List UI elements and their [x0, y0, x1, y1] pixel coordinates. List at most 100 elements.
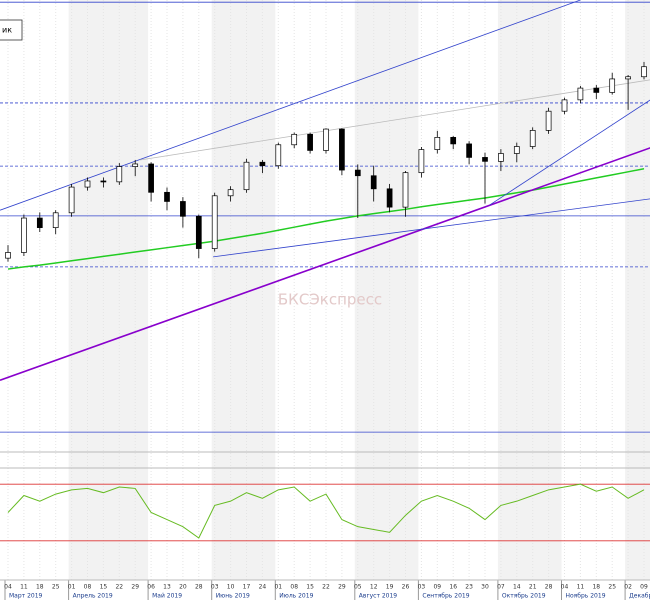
- month-label: Апрель 2019: [73, 593, 113, 600]
- candle-body: [164, 191, 170, 202]
- month-band: [354, 0, 419, 580]
- trendline: [489, 99, 650, 206]
- candle-body: [211, 195, 218, 249]
- x-tick-label: 20: [179, 584, 187, 591]
- x-tick-label: 09: [433, 584, 441, 591]
- candle-body: [84, 180, 91, 188]
- candle-body: [291, 133, 298, 146]
- x-tick-label: 22: [115, 584, 123, 591]
- candle-body: [21, 217, 27, 253]
- candle-body: [275, 144, 282, 167]
- month-label: Июнь 2019: [216, 593, 250, 600]
- x-tick-label: 06: [147, 584, 155, 591]
- moving-average: [7, 168, 645, 270]
- x-tick-label: 28: [545, 584, 553, 591]
- candle-body: [307, 133, 313, 151]
- month-band: [211, 0, 276, 580]
- candle-body: [529, 130, 536, 147]
- x-tick-label: 30: [481, 584, 489, 591]
- month-label: Октябрь 2019: [502, 593, 546, 600]
- x-tick-label: 13: [163, 584, 171, 591]
- x-tick-label: 22: [322, 584, 330, 591]
- x-tick-label: 14: [513, 584, 521, 591]
- x-tick-label: 15: [306, 584, 314, 591]
- x-tick-label: 15: [100, 584, 108, 591]
- candle-body: [625, 76, 631, 80]
- month-label: Ноябрь 2019: [566, 593, 606, 600]
- x-tick-label: 24: [259, 584, 267, 591]
- candle-body: [354, 169, 361, 177]
- x-tick-label: 03: [211, 584, 219, 591]
- candle-body: [482, 157, 488, 162]
- month-band: [497, 0, 562, 580]
- x-tick-label: 19: [386, 584, 394, 591]
- candle-body: [402, 172, 409, 208]
- candle-body: [609, 78, 616, 93]
- candle-body: [116, 166, 123, 183]
- candle-body: [641, 66, 647, 78]
- oscillator-line: [7, 483, 645, 539]
- trendline: [0, 0, 581, 211]
- x-tick-label: 29: [338, 584, 346, 591]
- candle-body: [593, 87, 600, 93]
- trendline: [213, 198, 650, 258]
- candle-body: [68, 186, 75, 214]
- x-tick-label: 16: [449, 584, 457, 591]
- x-tick-label: 08: [84, 584, 92, 591]
- month-label: Май 2019: [152, 593, 182, 600]
- month-label: Декабрь 2019: [629, 593, 650, 600]
- candle-body: [36, 217, 43, 228]
- legend-text: ик: [2, 26, 12, 35]
- x-tick-label: 12: [370, 584, 378, 591]
- x-tick-label: 01: [68, 584, 76, 591]
- x-tick-label: 11: [20, 584, 28, 591]
- month-label: Сентябрь 2019: [422, 593, 469, 600]
- candle-body: [243, 161, 250, 191]
- x-tick-label: 29: [131, 584, 139, 591]
- watermark: БКСЭкспресс: [278, 291, 382, 309]
- candle-body: [195, 215, 202, 249]
- candle-body: [513, 146, 520, 154]
- legend-box: [0, 19, 23, 41]
- candle-body: [259, 161, 266, 167]
- candle-body: [148, 163, 154, 193]
- candle-body: [466, 143, 472, 158]
- candle-body: [323, 128, 329, 151]
- candle-body: [132, 163, 139, 167]
- x-tick-label: 07: [497, 584, 505, 591]
- month-label: Март 2019: [9, 593, 43, 600]
- x-tick-label: 08: [290, 584, 298, 591]
- x-tick-label: 23: [465, 584, 473, 591]
- candle-body: [418, 149, 425, 174]
- month-label: Август 2019: [359, 593, 397, 600]
- candle-body: [180, 201, 186, 217]
- candle-body: [450, 137, 457, 145]
- candle-body: [498, 153, 504, 162]
- x-tick-label: 21: [529, 584, 537, 591]
- x-tick-label: 03: [418, 584, 426, 591]
- month-band: [625, 0, 650, 580]
- candle-body: [434, 137, 441, 150]
- x-tick-label: 25: [608, 584, 616, 591]
- candle-body: [561, 99, 568, 112]
- x-tick-label: 01: [274, 584, 282, 591]
- month-band: [68, 0, 149, 580]
- x-tick-label: 28: [195, 584, 203, 591]
- trendline: [139, 79, 650, 161]
- candle-body: [52, 212, 59, 228]
- x-tick-label: 17: [243, 584, 251, 591]
- x-tick-label: 09: [640, 584, 648, 591]
- x-tick-label: 10: [227, 584, 235, 591]
- candle-body: [370, 175, 377, 190]
- trendline: [0, 147, 650, 382]
- x-tick-label: 04: [4, 584, 12, 591]
- x-tick-label: 18: [592, 584, 600, 591]
- x-tick-label: 11: [577, 584, 585, 591]
- candle-body: [545, 110, 552, 131]
- candle-body: [386, 188, 393, 208]
- candle-body: [100, 180, 107, 183]
- candle-body: [577, 87, 584, 101]
- x-tick-label: 02: [624, 584, 632, 591]
- x-tick-label: 18: [36, 584, 44, 591]
